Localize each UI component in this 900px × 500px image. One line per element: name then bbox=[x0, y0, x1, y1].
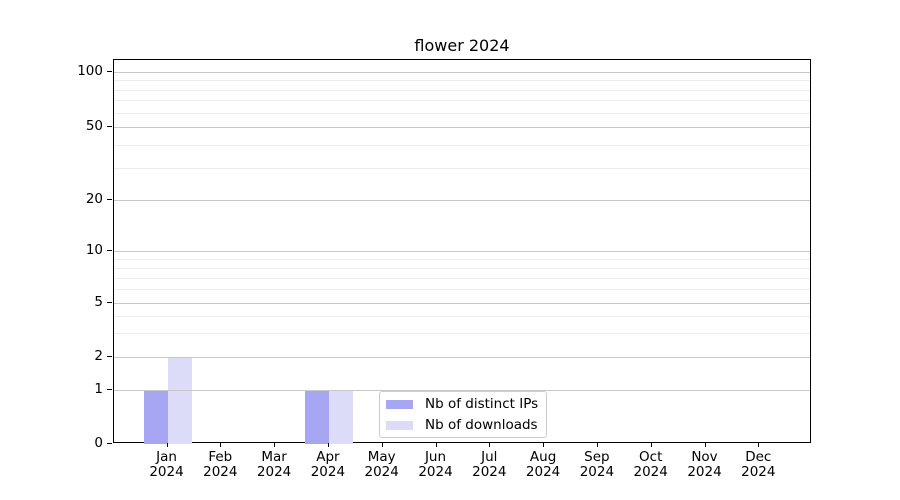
y-tick-mark-0 bbox=[107, 443, 112, 444]
y-tick-label-2: 2 bbox=[94, 348, 103, 364]
gridline-90 bbox=[114, 80, 810, 82]
gridline-7 bbox=[114, 277, 810, 279]
x-tick-mark-sep bbox=[596, 443, 598, 447]
y-tick-label-50: 50 bbox=[85, 118, 103, 134]
legend-item-downloads: Nb of downloads bbox=[386, 417, 538, 433]
y-tick-mark-100 bbox=[107, 71, 112, 72]
gridline-50 bbox=[114, 127, 810, 128]
x-tick-label-apr: Apr 2024 bbox=[310, 449, 346, 480]
gridline-5 bbox=[114, 303, 810, 304]
x-tick-mark-mar bbox=[274, 443, 276, 447]
x-tick-label-jul: Jul 2024 bbox=[472, 449, 507, 480]
x-tick-label-aug: Aug 2024 bbox=[525, 449, 561, 480]
gridline-40 bbox=[114, 144, 810, 146]
bar-downloads-jan bbox=[167, 357, 192, 444]
chart-title: flower 2024 bbox=[414, 36, 510, 55]
x-tick-label-oct: Oct 2024 bbox=[633, 449, 668, 480]
y-tick-label-1: 1 bbox=[94, 381, 103, 397]
x-tick-label-nov: Nov 2024 bbox=[687, 449, 722, 480]
gridline-3 bbox=[114, 333, 810, 335]
gridline-4 bbox=[114, 316, 810, 318]
legend-label-distinct-ips: Nb of distinct IPs bbox=[425, 396, 539, 412]
x-tick-mark-oct bbox=[650, 443, 652, 447]
gridline-80 bbox=[114, 89, 810, 91]
bar-distinct-ips-jan bbox=[143, 390, 168, 444]
x-tick-mark-jul bbox=[489, 443, 491, 447]
x-tick-label-sep: Sep 2024 bbox=[579, 449, 615, 480]
x-tick-mark-nov bbox=[704, 443, 706, 447]
y-tick-mark-20 bbox=[107, 199, 112, 200]
gridline-30 bbox=[114, 167, 810, 169]
y-tick-mark-2 bbox=[107, 356, 112, 357]
y-tick-label-0: 0 bbox=[94, 435, 103, 451]
y-tick-label-100: 100 bbox=[77, 63, 103, 79]
y-tick-label-10: 10 bbox=[85, 242, 103, 258]
x-tick-label-mar: Mar 2024 bbox=[256, 449, 292, 480]
gridline-2 bbox=[114, 357, 810, 358]
x-tick-mark-dec bbox=[758, 443, 760, 447]
gridline-8 bbox=[114, 267, 810, 269]
legend-item-distinct-ips: Nb of distinct IPs bbox=[386, 396, 538, 412]
x-tick-label-feb: Feb 2024 bbox=[203, 449, 238, 480]
plot-area: Nb of distinct IPs Nb of downloads bbox=[113, 59, 811, 444]
x-tick-label-dec: Dec 2024 bbox=[741, 449, 776, 480]
x-tick-mark-feb bbox=[220, 443, 222, 447]
x-tick-label-may: May 2024 bbox=[364, 449, 399, 480]
y-tick-label-5: 5 bbox=[94, 294, 103, 310]
x-tick-label-jun: Jun 2024 bbox=[418, 449, 453, 480]
legend-swatch-downloads bbox=[386, 420, 413, 430]
gridline-9 bbox=[114, 258, 810, 260]
gridline-70 bbox=[114, 100, 810, 102]
x-tick-mark-jan bbox=[166, 443, 168, 447]
y-tick-mark-10 bbox=[107, 250, 112, 251]
x-tick-mark-jun bbox=[435, 443, 437, 447]
y-tick-mark-5 bbox=[107, 302, 112, 303]
gridline-20 bbox=[114, 200, 810, 201]
gridline-10 bbox=[114, 251, 810, 252]
gridline-100 bbox=[114, 72, 810, 73]
gridline-1 bbox=[114, 390, 810, 391]
x-tick-mark-may bbox=[381, 443, 383, 447]
x-tick-label-jan: Jan 2024 bbox=[149, 449, 184, 480]
bar-downloads-apr bbox=[328, 390, 353, 444]
bar-distinct-ips-apr bbox=[304, 390, 329, 444]
legend-label-downloads: Nb of downloads bbox=[425, 417, 538, 433]
y-tick-mark-1 bbox=[107, 389, 112, 390]
x-tick-mark-aug bbox=[543, 443, 545, 447]
gridline-6 bbox=[114, 289, 810, 291]
legend-swatch-distinct-ips bbox=[386, 399, 413, 409]
legend: Nb of distinct IPs Nb of downloads bbox=[379, 391, 547, 438]
y-tick-label-20: 20 bbox=[85, 191, 103, 207]
x-tick-mark-apr bbox=[327, 443, 329, 447]
gridline-60 bbox=[114, 112, 810, 114]
y-tick-mark-50 bbox=[107, 126, 112, 127]
